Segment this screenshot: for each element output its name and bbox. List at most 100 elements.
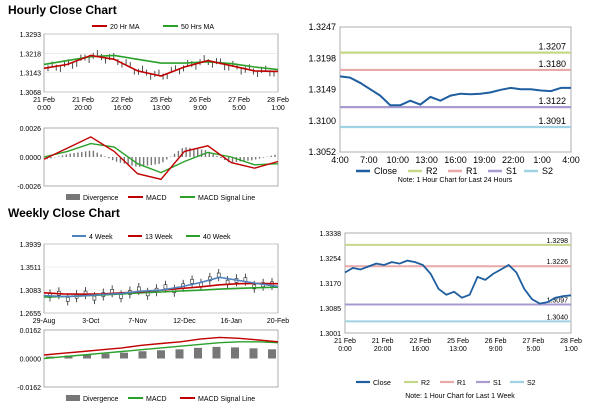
weekly-levels-xtick-0: 21 Feb (334, 338, 356, 345)
legend-weekly-level-2: R1 (457, 380, 466, 387)
hourly-price-xtick-time-6: 1:00 (271, 105, 285, 112)
series-50hr-ma (43, 54, 279, 71)
weekly-bar-body-8 (119, 294, 123, 299)
weekly-levels-ytick-2: 1.3170 (320, 281, 342, 288)
hourly-price-ytick-2: 1.3143 (20, 71, 42, 78)
legend-hourly-level-2: R1 (466, 166, 478, 176)
legend-weekly-level-1: R2 (421, 380, 430, 387)
hourly-levels-xtick-5: 19:00 (473, 155, 496, 165)
weekly-bar-body-10 (137, 286, 141, 292)
weekly-title: Weekly Close Chart (8, 206, 120, 220)
weekly-levels-ytick-1: 1.3254 (320, 256, 342, 263)
hourly-price-xtick-time-4: 9:00 (193, 105, 207, 112)
weekly-macd-chart: 0.0162 0.0000 -0.0162 Divergence MACD MACD Si… (17, 328, 279, 403)
weekly-levels-xtick-2: 22 Feb (409, 338, 431, 345)
hourly-level-label-s2: 1.3091 (538, 116, 566, 126)
hourly-price-chart: 1.3293 1.3218 1.3143 1.3068 20 Hr MA 50 Hrs M… (20, 24, 289, 112)
weekly-price-xtick-3: 12-Dec (173, 318, 196, 325)
hourly-macd-ytick-0: 0.0026 (20, 126, 42, 133)
series-hourly-macd-signal (43, 142, 279, 174)
weekly-price-chart: 1.3939 1.3511 1.3083 1.2655 4 Week 13 Week 40 … (20, 234, 290, 325)
weekly-divergence-bar-6 (157, 350, 165, 359)
weekly-macd-ytick-1: 0.0000 (20, 357, 42, 364)
weekly-price-frame (43, 243, 279, 314)
hourly-price-xtick-time-5: 5:00 (232, 105, 246, 112)
legend-swatch-hourly-divergence (66, 194, 80, 200)
weekly-levels-xtick-5: 27 Feb (522, 338, 544, 345)
weekly-price-ytick-0: 1.3939 (20, 242, 42, 249)
legend-hourly-macd: MACD (146, 195, 167, 202)
weekly-levels-xtick-time-0: 0:00 (338, 346, 352, 353)
hourly-levels-xtick-1: 7:00 (360, 155, 378, 165)
weekly-price-ytick-1: 1.3511 (20, 265, 41, 272)
weekly-divergence-bar-4 (120, 352, 128, 359)
hourly-levels-xtick-2: 10:00 (386, 155, 409, 165)
weekly-divergence-bar-8 (194, 347, 202, 359)
weekly-bar-body-23 (252, 284, 257, 290)
weekly-level-label-s2: 1.3040 (547, 314, 569, 321)
weekly-price-xtick-4: 16-Jan (220, 318, 242, 325)
weekly-levels-ytick-0: 1.3338 (320, 231, 342, 238)
hourly-levels-xtick-7: 1:00 (533, 155, 551, 165)
weekly-divergence-bar-11 (249, 348, 258, 359)
weekly-price-ytick-3: 1.2655 (20, 311, 42, 318)
weekly-levels-frame (344, 232, 572, 334)
weekly-price-ytick-2: 1.3083 (20, 288, 42, 295)
series-4wk (43, 276, 279, 298)
weekly-levels-xtick-time-5: 5:00 (527, 346, 541, 353)
hourly-levels-chart: 1.3247 1.3198 1.3149 1.3100 1.3052 1.3207 1.31… (308, 22, 579, 184)
hourly-price-ytick-3: 1.3068 (20, 90, 42, 97)
hourly-level-label-r1: 1.3180 (538, 59, 566, 69)
hourly-price-xtick-5: 27 Feb (228, 97, 250, 104)
weekly-macd-ytick-2: -0.0162 (17, 385, 41, 392)
weekly-divergence-bar-5 (138, 351, 147, 359)
hourly-macd-frame (43, 127, 279, 187)
legend-13wk: 13 Week (145, 234, 173, 241)
weekly-levels-xtick-3: 25 Feb (447, 338, 469, 345)
weekly-bar-body-2 (65, 297, 70, 302)
weekly-price-xtick-2: 7-Nov (128, 318, 147, 325)
hourly-levels-xtick-0: 4:00 (331, 155, 349, 165)
hourly-levels-ytick-3: 1.3100 (308, 116, 336, 126)
hourly-levels-frame (339, 26, 572, 153)
hourly-levels-xtick-4: 16:00 (444, 155, 467, 165)
weekly-divergence-bar-9 (212, 346, 221, 359)
hourly-price-xtick-time-2: 16:00 (113, 105, 131, 112)
hourly-level-label-r2: 1.3207 (538, 42, 566, 52)
weekly-levels-xtick-time-1: 20:00 (374, 346, 392, 353)
series-weekly-macd (43, 336, 279, 356)
weekly-price-xtick-1: 3-Oct (82, 318, 99, 325)
weekly-levels-xtick-time-3: 13:00 (449, 346, 467, 353)
hourly-price-xtick-1: 21 Feb (72, 97, 94, 104)
hourly-title: Hourly Close Chart (8, 3, 117, 17)
hourly-levels-xtick-8: 4:00 (562, 155, 580, 165)
weekly-bar-body-16 (190, 279, 194, 284)
weekly-levels-ytick-3: 1.3085 (320, 306, 342, 313)
weekly-level-label-r2: 1.3298 (547, 238, 569, 245)
weekly-levels-xtick-6: 28 Feb (560, 338, 582, 345)
weekly-divergence-bar-10 (231, 347, 239, 359)
hourly-level-label-s1: 1.3122 (538, 96, 566, 106)
hourly-levels-ytick-0: 1.3247 (308, 22, 336, 32)
weekly-divergence-bar-1 (64, 355, 73, 359)
weekly-divergence-bar-7 (175, 349, 184, 359)
weekly-level-label-s1: 1.3097 (547, 298, 569, 305)
weekly-divergence-bar-2 (83, 354, 91, 359)
weekly-note: Note: 1 Hour Chart for Last 1 Week (405, 393, 515, 400)
legend-50hr: 50 Hrs MA (181, 24, 214, 31)
weekly-divergence-bar-12 (268, 349, 276, 359)
legend-4wk: 4 Week (89, 234, 113, 241)
hourly-price-xtick-0: 21 Feb (33, 97, 55, 104)
hourly-price-xtick-time-0: 0:00 (37, 105, 51, 112)
hourly-levels-ytick-4: 1.3052 (308, 147, 336, 157)
weekly-price-xtick-0: 29-Aug (33, 318, 56, 325)
legend-hourly-level-3: S1 (506, 166, 517, 176)
hourly-macd-chart: 0.0026 0.0000 -0.0026 Divergence MACD MACD Si… (17, 126, 279, 202)
weekly-bar-body-13 (163, 284, 168, 290)
hourly-price-xtick-3: 25 Feb (150, 97, 172, 104)
hourly-macd-ytick-1: 0.0000 (20, 155, 42, 162)
weekly-levels-chart: 1.3338 1.3254 1.3170 1.3085 1.3001 1.3298 1.32… (320, 231, 582, 400)
hourly-levels-ytick-2: 1.3149 (308, 85, 336, 95)
legend-swatch-weekly-divergence (66, 395, 80, 401)
